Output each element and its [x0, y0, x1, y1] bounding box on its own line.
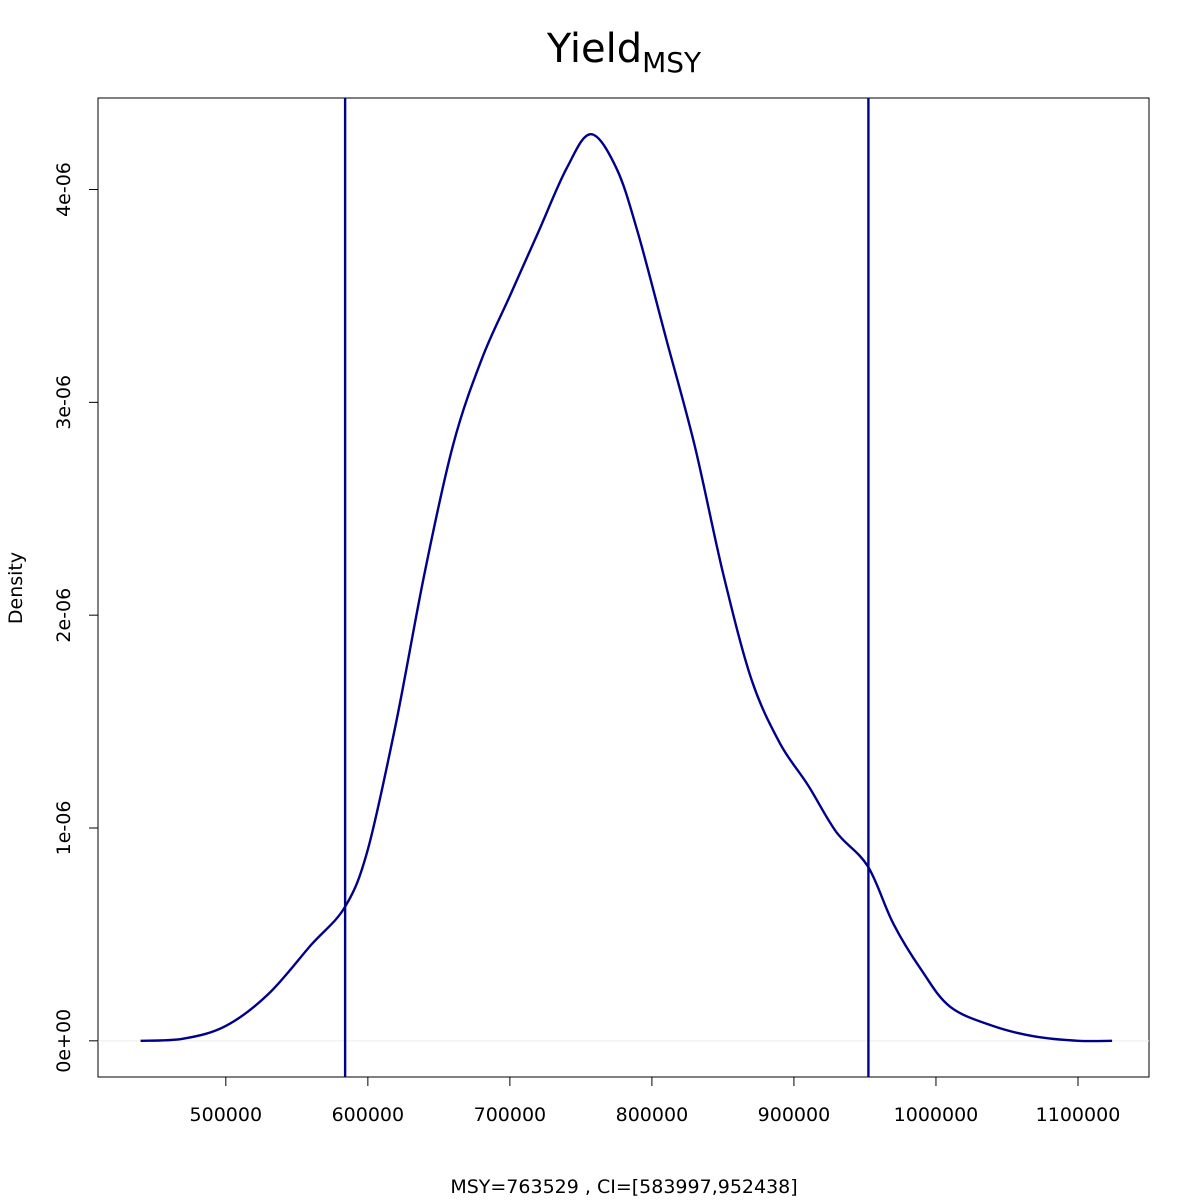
y-tick-label: 2e-06 — [53, 588, 75, 643]
y-tick-label: 1e-06 — [53, 801, 75, 856]
x-tick-label: 1100000 — [1036, 1104, 1121, 1126]
x-tick-label: 800000 — [616, 1104, 689, 1126]
density-curve — [140, 132, 1113, 1043]
y-axis-title: Density — [5, 552, 27, 624]
chart-title-subscript: MSY — [642, 46, 702, 79]
y-axis: 0e+00 1e-06 2e-06 3e-06 4e-06 — [53, 162, 99, 1073]
y-tick-label: 4e-06 — [53, 162, 75, 217]
x-axis: 500000 600000 700000 800000 900000 1000000 110… — [190, 1076, 1121, 1126]
x-tick-label: 600000 — [332, 1104, 405, 1126]
y-tick-label: 0e+00 — [53, 1009, 75, 1073]
x-tick-label: 500000 — [190, 1104, 263, 1126]
chart-title: YieldMSY — [546, 26, 702, 79]
ci-lines — [343, 98, 870, 1077]
x-tick-label: 1000000 — [894, 1104, 979, 1126]
x-tick-label: 700000 — [474, 1104, 547, 1126]
y-tick-label: 3e-06 — [53, 375, 75, 430]
chart-title-main: Yield — [546, 26, 642, 72]
x-tick-label: 900000 — [758, 1104, 831, 1126]
x-axis-title: MSY=763529 , CI=[583997,952438] — [450, 1176, 797, 1198]
